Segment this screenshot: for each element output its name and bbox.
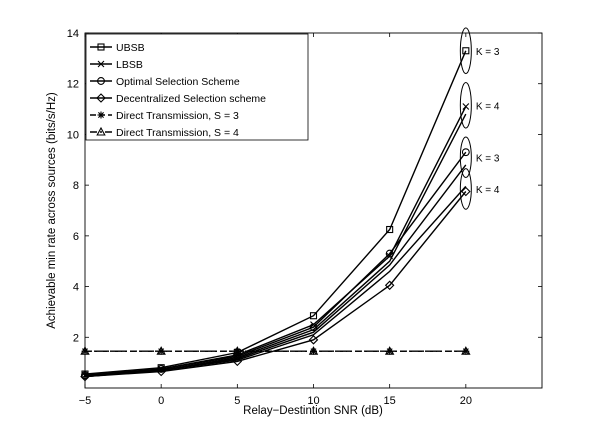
series-1-point-6 [462,47,470,55]
series-markers [80,47,471,382]
x-tick-label: 0 [158,395,164,407]
series-6-point-1 [80,346,90,355]
y-tick-label: 8 [73,180,79,192]
series-6-point-3 [232,346,243,355]
x-tick-label: 20 [460,395,472,407]
series-3-point-5 [385,249,394,258]
series-3-point-6 [461,148,470,157]
annotation-ellipse-2 [459,81,472,129]
annotation-ellipse-1 [459,27,472,75]
y-tick-label: 10 [67,129,79,141]
series-2-point-5 [386,252,394,260]
legend-marker-1 [97,43,105,51]
series-3-point-2 [157,365,166,373]
legend-marker-4 [96,93,106,103]
series-1-point-5 [386,225,394,234]
axis-ticks: −5 0 5 10 15 20 2 4 6 8 10 12 14 [67,28,542,407]
y-axis-label: Achievable min rate across sources (bits… [46,92,58,329]
series-2-point-4 [310,321,317,328]
x-tick-label: 10 [307,395,319,407]
series-2-point-2 [157,365,165,373]
series-line-3 [84,151,467,376]
series-4-point-6 [461,186,471,197]
legend-marker-3 [97,77,105,85]
series-6-point-5 [384,346,395,355]
legend-label-6: Direct Transmission, S = 4 [116,127,239,139]
series-6-point-4 [308,346,319,355]
legend-marker-6 [96,126,106,136]
legend-label-1: UBSB [116,42,145,54]
series-4-point-4 [308,335,319,345]
y-tick-label: 14 [67,28,79,40]
x-axis-label: Relay−Destintion SNR (dB) [243,405,383,417]
series-4-point-1 [80,371,90,382]
series-4-point-2 [156,366,166,377]
series-3-point-4 [309,323,318,332]
legend-marker-5 [97,111,105,119]
annotation-label-1: K = 3 [476,47,500,58]
y-tick-label: 12 [67,79,79,91]
series-4-point-3 [232,356,243,367]
y-tick-label: 6 [73,231,79,243]
annotations: K = 3 K = 4 K = 3 K = 4 [459,27,500,210]
series-6-point-6 [461,346,471,355]
series-2-point-1 [81,371,89,379]
legend-box [85,33,309,141]
x-tick-label: −5 [79,395,92,407]
annotation-ellipse-3 [459,136,472,179]
series-1-point-4 [309,312,318,320]
legend-marker-2 [97,60,105,68]
legend-label-2: LBSB [116,59,143,71]
x-tick-label: 15 [384,395,396,407]
annotation-label-2: K = 4 [476,101,500,112]
series-line-1 [84,50,467,375]
legend: UBSB LBSB Optimal Selection Scheme Decentra… [85,33,309,141]
y-tick-label: 4 [73,282,79,294]
series-6-point-2 [156,346,166,355]
annotation-label-3: K = 3 [476,153,500,164]
annotation-ellipse-4 [459,168,472,210]
annotation-label-4: K = 4 [476,185,500,196]
series-lines [84,50,467,378]
series-2-point-6 [462,103,470,110]
x-tick-label: 5 [234,395,240,407]
legend-label-3: Optimal Selection Scheme [116,76,240,88]
legend-label-4: Decentralized Selection scheme [116,93,266,105]
series-4-point-5 [384,280,395,291]
y-tick-label: 2 [73,332,79,344]
legend-label-5: Direct Transmission, S = 3 [116,110,239,122]
